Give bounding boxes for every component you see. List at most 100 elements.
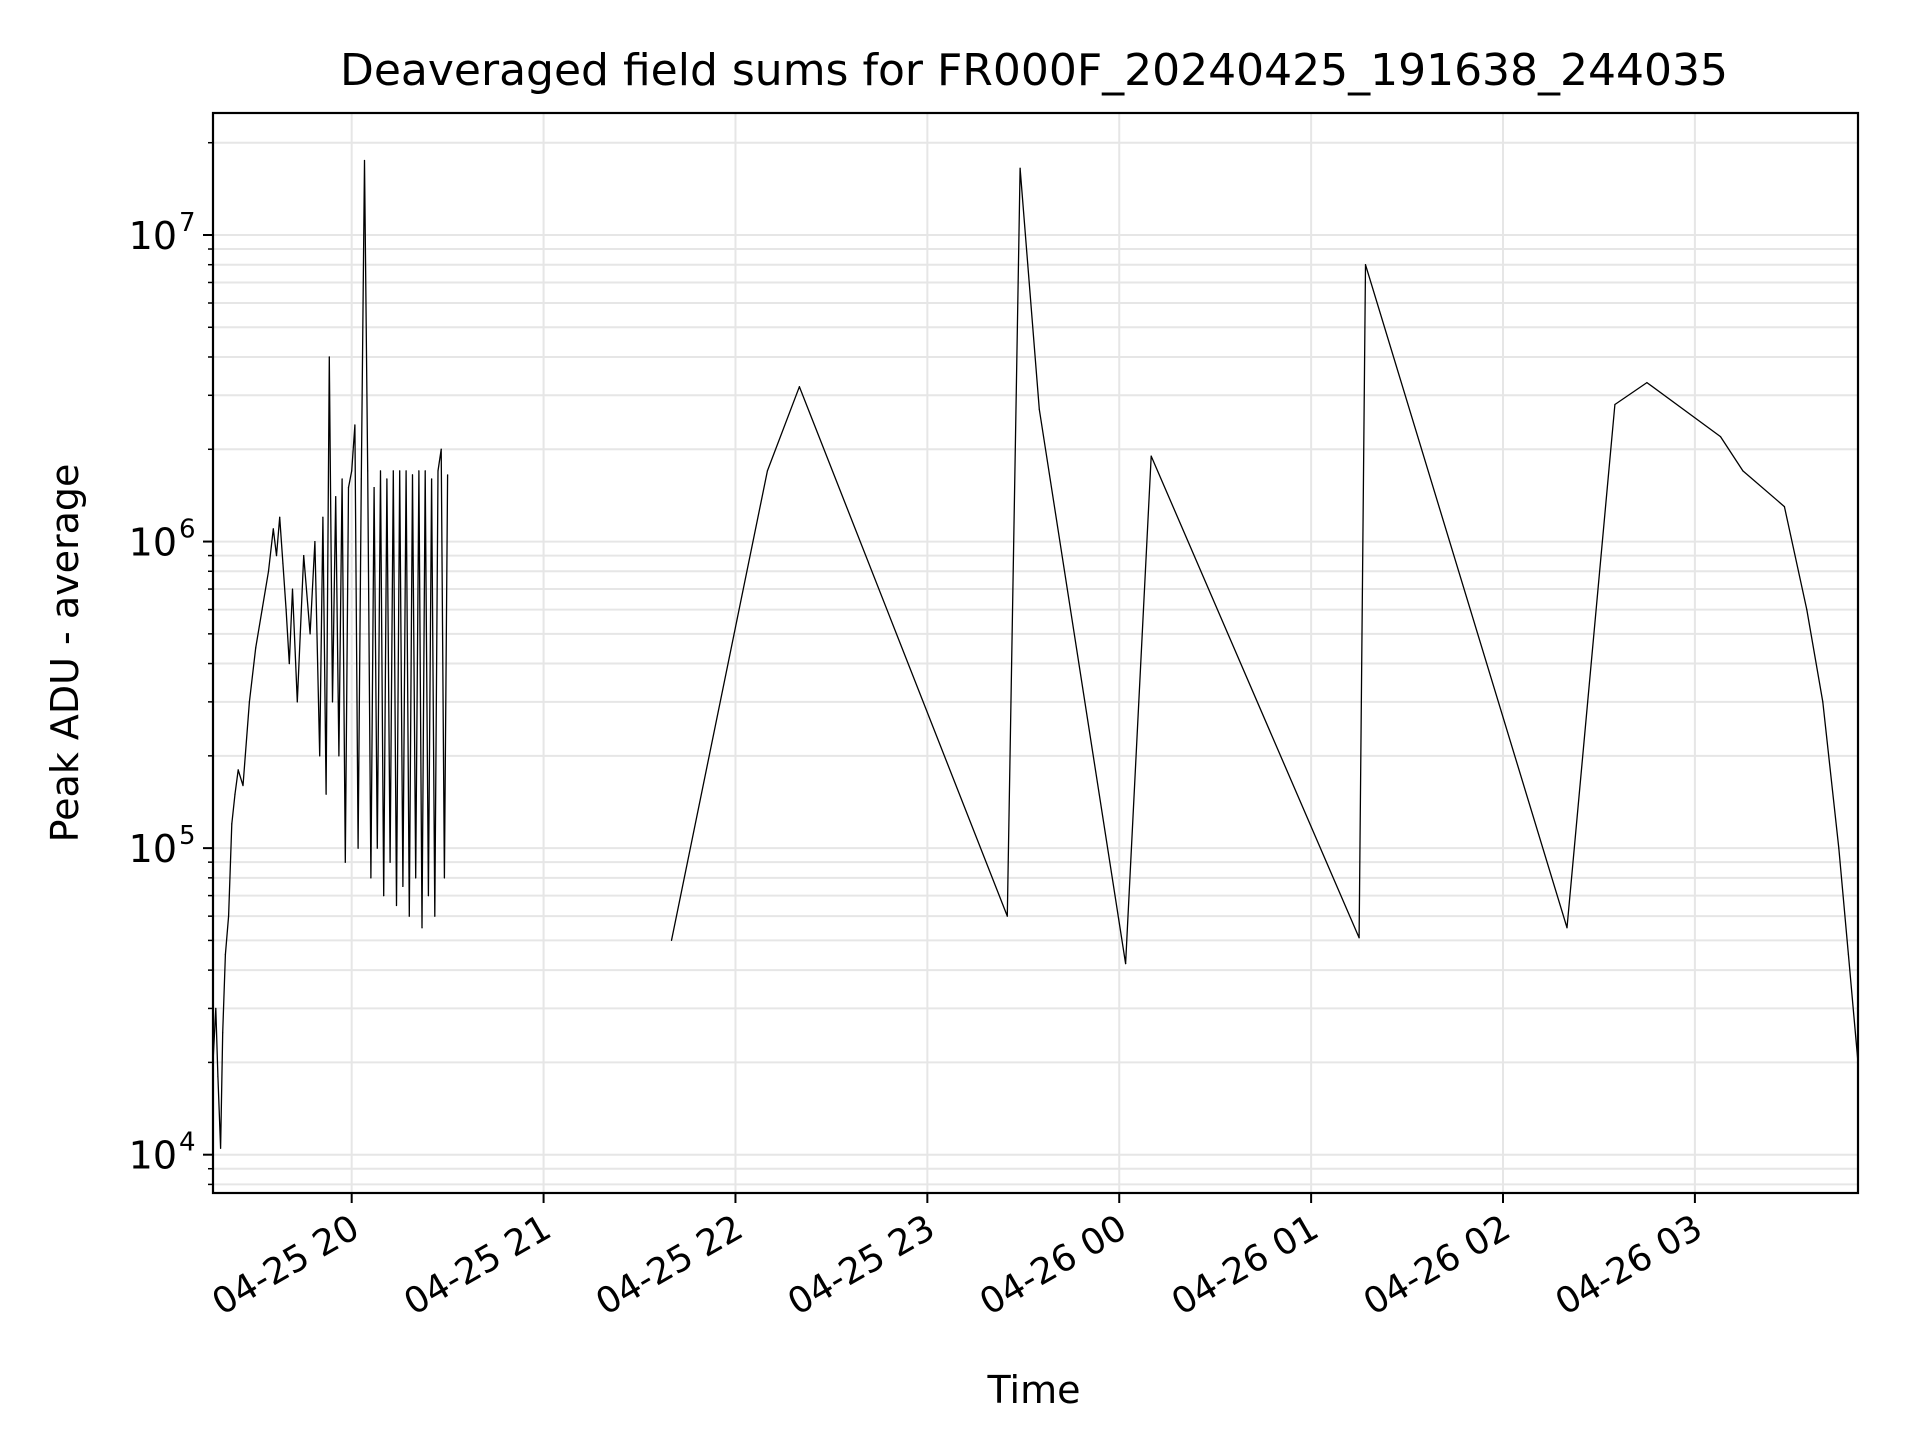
data-point (373, 486, 375, 489)
data-point (421, 927, 423, 929)
data-point (242, 784, 244, 787)
data-point (347, 486, 350, 489)
data-point (1358, 937, 1360, 939)
data-point (411, 474, 414, 476)
data-point (1646, 382, 1648, 384)
data-point (291, 588, 294, 590)
data-point (328, 356, 330, 358)
data-point (434, 915, 436, 917)
data-point (219, 1147, 222, 1149)
plot-background (213, 113, 1858, 1193)
data-point (1822, 701, 1824, 703)
data-point (363, 159, 366, 162)
chart-title: Deaveraged field sums for FR000F_2024042… (340, 45, 1728, 96)
data-point (766, 470, 769, 472)
data-point (341, 478, 343, 480)
y-axis-label: Peak ADU - average (43, 464, 87, 843)
data-point (395, 904, 398, 907)
data-point (319, 755, 321, 757)
data-point (237, 769, 239, 771)
data-point (670, 939, 673, 942)
data-point (248, 701, 250, 703)
grid-lines (213, 113, 1858, 1193)
data-point (309, 633, 311, 635)
data-point (360, 478, 362, 480)
data-point (338, 755, 340, 757)
data-point (370, 877, 372, 879)
data-point (331, 701, 334, 703)
y-tick-exponent: 7 (179, 208, 196, 238)
data-point (1719, 435, 1722, 438)
data-point (261, 608, 263, 611)
data-series (212, 159, 1859, 1149)
data-point (279, 516, 281, 518)
data-point (325, 793, 327, 795)
data-point (296, 701, 298, 703)
data-point (1038, 408, 1040, 410)
data-point (215, 1007, 217, 1010)
y-tick-label: 10 (129, 521, 177, 565)
data-point (354, 424, 356, 426)
data-point (405, 470, 407, 472)
data-point (1838, 847, 1840, 849)
data-point (408, 915, 410, 917)
data-point (314, 540, 316, 543)
data-point (447, 474, 449, 476)
data-point (399, 470, 401, 472)
data-point (379, 470, 382, 472)
data-point (255, 647, 257, 649)
data-point (357, 847, 359, 849)
data-point (383, 895, 385, 897)
x-axis-label: Time (987, 1368, 1081, 1412)
y-tick-exponent: 4 (179, 1128, 196, 1158)
plot-area (211, 111, 1860, 1195)
data-point (415, 877, 417, 879)
data-point (392, 470, 394, 472)
data-point (386, 478, 388, 480)
data-point (367, 470, 369, 472)
data-point (1783, 506, 1786, 508)
y-tick-label: 10 (129, 827, 177, 871)
data-point (1847, 953, 1850, 956)
plot-frame (211, 111, 1860, 1195)
data-point (376, 847, 378, 849)
data-point (1566, 927, 1568, 929)
data-point (402, 885, 404, 888)
data-point (222, 1032, 224, 1034)
data-point (303, 554, 305, 557)
data-point (440, 448, 442, 450)
data-point (224, 953, 226, 956)
y-tick-exponent: 6 (179, 515, 196, 545)
data-point (1364, 264, 1367, 266)
data-point (431, 478, 433, 480)
data-point (1806, 608, 1808, 611)
data-point (344, 861, 346, 863)
data-point (267, 570, 270, 572)
data-point (285, 608, 287, 611)
data-point (272, 528, 274, 530)
data-point (798, 386, 801, 388)
y-tick-label: 10 (129, 1134, 177, 1178)
data-point (1742, 470, 1744, 472)
data-point (443, 877, 446, 879)
y-tick-exponent: 5 (179, 821, 196, 851)
data-point (1019, 167, 1021, 169)
y-tick-label: 10 (129, 214, 177, 258)
data-point (418, 470, 420, 472)
data-point (1125, 963, 1127, 965)
data-point (231, 823, 233, 825)
data-point (234, 793, 236, 795)
data-point (217, 1075, 219, 1078)
data-point (282, 562, 284, 564)
data-point (424, 470, 426, 472)
data-point (437, 470, 439, 472)
data-point (427, 895, 430, 897)
data-point (1150, 455, 1152, 457)
data-point (275, 554, 278, 557)
data-point (389, 861, 391, 863)
data-point (351, 470, 353, 472)
data-point (335, 496, 337, 498)
data-point (322, 516, 324, 518)
